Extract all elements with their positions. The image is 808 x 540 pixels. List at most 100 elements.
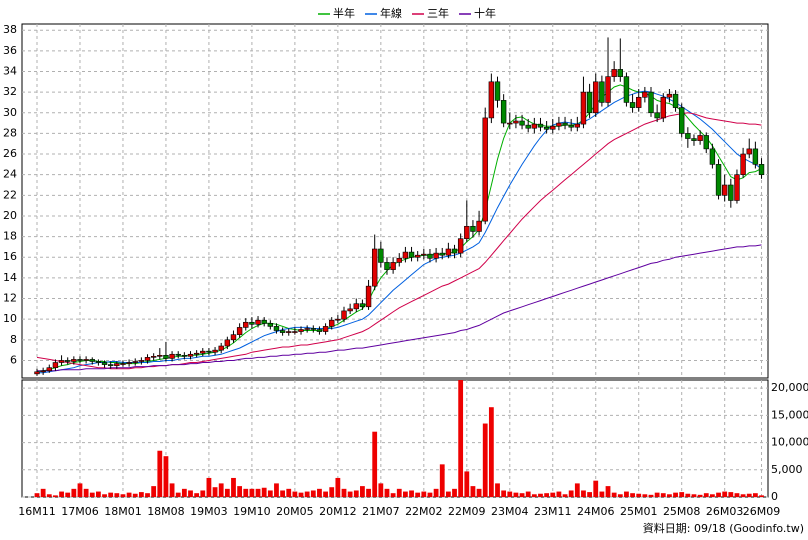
- candle-body: [513, 120, 519, 124]
- volume-bar: [145, 493, 150, 497]
- volume-bar: [746, 493, 752, 497]
- volume-bar: [581, 490, 586, 497]
- candle-body: [396, 257, 402, 263]
- candle-body: [482, 117, 488, 222]
- y-tick-label: 10: [3, 312, 17, 325]
- volume-bar: [212, 487, 218, 497]
- candle-body: [101, 362, 108, 365]
- candle-body: [304, 328, 310, 330]
- ma-line: [37, 90, 762, 374]
- y-tick-label: 30: [3, 106, 17, 119]
- volume-bar: [722, 491, 728, 497]
- volume-bar: [372, 431, 378, 497]
- candle-body: [586, 91, 593, 114]
- x-tick-label: 18M08: [147, 505, 185, 518]
- candle-body: [519, 120, 525, 126]
- candle-body: [476, 220, 482, 232]
- candle-body: [445, 248, 452, 256]
- volume-bar: [752, 493, 758, 497]
- volume-bar: [740, 494, 746, 497]
- volume-bar: [648, 494, 654, 497]
- candle-body: [721, 184, 728, 196]
- candle-body: [114, 363, 120, 366]
- volume-bar: [593, 480, 599, 497]
- volume-bar: [360, 486, 365, 497]
- candle-body: [316, 329, 323, 332]
- volume-bar: [654, 492, 660, 497]
- candle-body: [488, 81, 495, 119]
- candle-body: [279, 330, 286, 333]
- x-tick-label: 26M03: [706, 505, 744, 518]
- y-tick-label: 38: [3, 23, 17, 36]
- volume-bar: [255, 488, 261, 497]
- volume-bar: [194, 493, 200, 497]
- volume-bar: [445, 491, 451, 497]
- y-tick-label: 16: [3, 250, 17, 263]
- volume-bar: [188, 490, 193, 497]
- source-note: 資料日期: 09/18 (Goodinfo.tw): [643, 521, 804, 535]
- candle-body: [433, 252, 439, 259]
- candle-body: [525, 124, 531, 129]
- candle-body: [709, 148, 716, 165]
- volume-bar: [587, 492, 592, 497]
- volume-bar: [231, 477, 236, 497]
- volume-bar: [525, 491, 531, 497]
- candle-body: [163, 354, 169, 359]
- volume-bar: [89, 492, 95, 497]
- candle-body: [371, 248, 378, 287]
- volume-bar: [710, 494, 715, 497]
- candle-body: [58, 360, 65, 363]
- candle-body: [298, 329, 304, 332]
- volume-bar: [298, 492, 304, 497]
- candle-body: [378, 248, 384, 263]
- volume-bar: [323, 491, 328, 497]
- candle-body: [243, 321, 249, 328]
- volume-bar: [304, 491, 310, 497]
- volume-bar: [71, 488, 77, 497]
- volume-bar: [138, 492, 144, 497]
- legend-label: 十年: [474, 6, 496, 20]
- candle-body: [605, 76, 611, 103]
- volume-bar: [759, 495, 764, 497]
- y-tick-label: 34: [3, 64, 17, 77]
- volume-bar: [421, 491, 427, 497]
- candle-body: [71, 359, 77, 362]
- candle-body: [562, 122, 568, 126]
- volume-bar: [243, 488, 249, 497]
- volume-bar: [409, 490, 414, 497]
- candle-body: [408, 251, 415, 258]
- candle-body: [580, 91, 587, 125]
- candle-body: [224, 339, 231, 347]
- volume-bar: [310, 490, 316, 497]
- candle-body: [636, 96, 642, 108]
- candle-body: [132, 361, 138, 363]
- x-tick-label: 17M06: [61, 505, 99, 518]
- candle-body: [678, 107, 685, 134]
- volume-bar: [120, 494, 126, 497]
- ma-line: [37, 244, 762, 372]
- candle-body: [286, 331, 292, 333]
- candle-body: [574, 123, 581, 128]
- volume-bar: [224, 488, 230, 497]
- candle-body: [666, 93, 673, 98]
- volume-bar: [501, 490, 507, 497]
- candle-body: [52, 362, 59, 368]
- y-tick-label: 36: [3, 44, 17, 57]
- y2-tick-label: 15,000: [771, 408, 808, 421]
- volume-bar: [716, 492, 721, 497]
- y-tick-label: 24: [3, 168, 17, 181]
- candle-body: [175, 353, 181, 356]
- x-tick-label: 16M11: [18, 505, 56, 518]
- candle-body: [537, 123, 544, 128]
- candle-body: [138, 360, 145, 362]
- volume-bar: [341, 488, 347, 497]
- candle-body: [157, 354, 163, 357]
- volume-bar: [574, 483, 580, 497]
- volume-bar: [77, 483, 83, 497]
- candle-body: [353, 303, 359, 310]
- x-tick-label: 18M01: [104, 505, 142, 518]
- volume-bar: [59, 491, 64, 497]
- candle-body: [107, 364, 114, 366]
- volume-bar: [452, 488, 457, 497]
- volume-bar: [507, 491, 513, 497]
